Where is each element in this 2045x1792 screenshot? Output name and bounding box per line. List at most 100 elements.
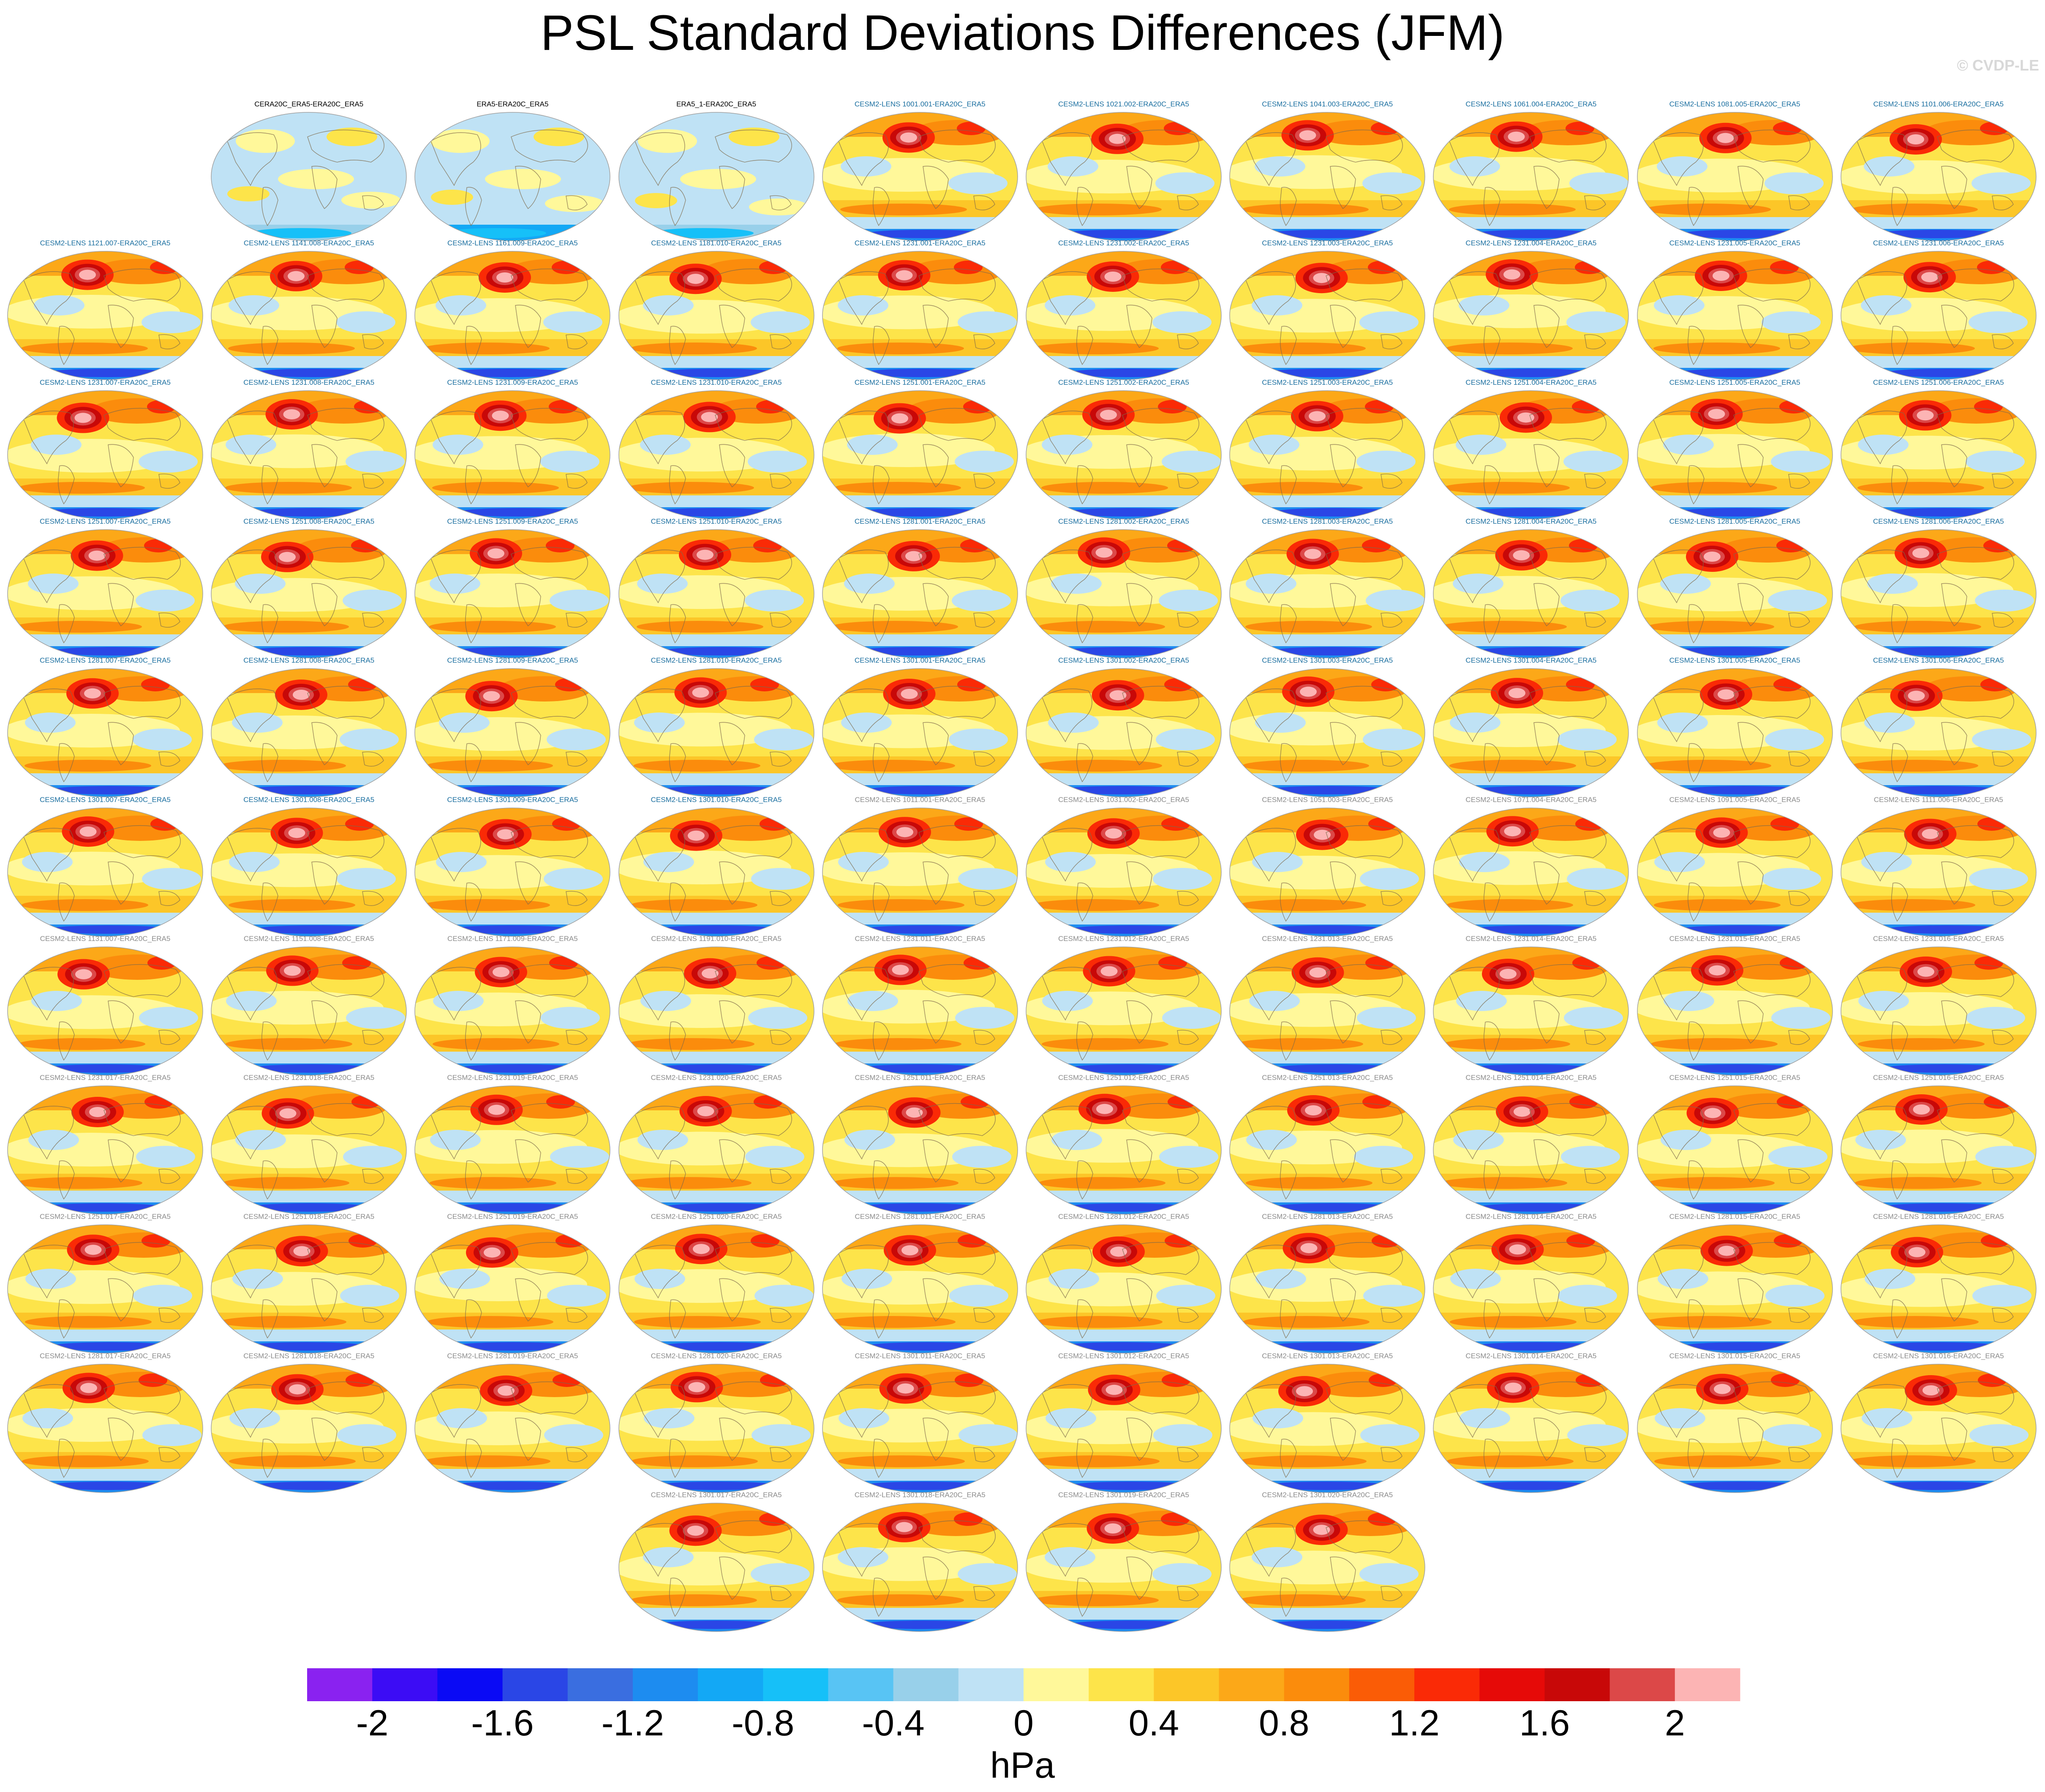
world-map — [1026, 946, 1222, 1076]
panel-title: CESM2-LENS 1231.017-ERA20C_ERA5 — [40, 1074, 171, 1082]
map-panel: CESM2-LENS 1301.020-ERA20C_ERA5 — [1225, 1490, 1429, 1632]
panel-title: CESM2-LENS 1281.004-ERA20C_ERA5 — [1465, 517, 1597, 525]
world-map — [1229, 390, 1425, 519]
map-panel: CESM2-LENS 1301.014-ERA20C_ERA5 — [1429, 1351, 1633, 1493]
world-map — [822, 1503, 1018, 1632]
panel-title: CESM2-LENS 1251.001-ERA20C_ERA5 — [854, 378, 986, 386]
world-map — [1433, 390, 1629, 519]
panel-title: CESM2-LENS 1281.008-ERA20C_ERA5 — [243, 656, 375, 665]
world-map — [1637, 807, 1833, 937]
world-map — [618, 1503, 814, 1632]
map-panel: CESM2-LENS 1281.012-ERA20C_ERA5 — [1022, 1212, 1225, 1354]
map-panel: CESM2-LENS 1281.007-ERA20C_ERA5 — [3, 656, 207, 798]
map-panel: CESM2-LENS 1191.010-ERA20C_ERA5 — [615, 934, 818, 1076]
map-panel: CESM2-LENS 1281.016-ERA20C_ERA5 — [1837, 1212, 2040, 1354]
map-panel: CESM2-LENS 1231.003-ERA20C_ERA5 — [1225, 239, 1429, 381]
panel-title: CESM2-LENS 1161.009-ERA20C_ERA5 — [447, 239, 578, 247]
map-panel: CESM2-LENS 1251.020-ERA20C_ERA5 — [615, 1212, 818, 1354]
panel-title: CESM2-LENS 1001.001-ERA20C_ERA5 — [854, 100, 986, 108]
map-panel: CESM2-LENS 1301.019-ERA20C_ERA5 — [1022, 1490, 1225, 1632]
panel-title: CESM2-LENS 1231.007-ERA20C_ERA5 — [40, 378, 171, 386]
world-map — [1229, 112, 1425, 241]
panel-title: CESM2-LENS 1281.020-ERA20C_ERA5 — [651, 1351, 782, 1360]
panel-title: CESM2-LENS 1251.004-ERA20C_ERA5 — [1465, 378, 1597, 386]
map-panel: CESM2-LENS 1301.018-ERA20C_ERA5 — [818, 1490, 1022, 1632]
world-map — [1433, 668, 1629, 797]
watermark: © CVDP-LE — [1957, 57, 2039, 74]
panel-title: CESM2-LENS 1281.018-ERA20C_ERA5 — [243, 1351, 375, 1360]
panel-title: CESM2-LENS 1231.011-ERA20C_ERA5 — [855, 934, 986, 943]
panel-title: CESM2-LENS 1281.003-ERA20C_ERA5 — [1262, 517, 1393, 525]
map-panel: CESM2-LENS 1251.012-ERA20C_ERA5 — [1022, 1073, 1225, 1215]
world-map — [1229, 946, 1425, 1076]
world-map — [211, 1363, 407, 1493]
world-map — [1841, 251, 2037, 381]
map-panel: CESM2-LENS 1171.009-ERA20C_ERA5 — [411, 934, 614, 1076]
colorbar-tick-label: -1.2 — [601, 1703, 664, 1743]
panel-title: CESM2-LENS 1231.006-ERA20C_ERA5 — [1873, 239, 2004, 247]
world-map — [618, 251, 814, 381]
world-map — [1841, 946, 2037, 1076]
map-panel: CESM2-LENS 1111.006-ERA20C_ERA5 — [1837, 795, 2040, 937]
panel-title: CESM2-LENS 1301.001-ERA20C_ERA5 — [854, 656, 986, 665]
colorbar-segment — [958, 1668, 1024, 1701]
world-map — [618, 1224, 814, 1354]
panel-title: CESM2-LENS 1231.014-ERA20C_ERA5 — [1465, 934, 1597, 943]
panel-title: CESM2-LENS 1231.013-ERA20C_ERA5 — [1262, 934, 1393, 943]
panel-title: CESM2-LENS 1281.002-ERA20C_ERA5 — [1058, 517, 1189, 525]
map-panel: CESM2-LENS 1231.015-ERA20C_ERA5 — [1633, 934, 1837, 1076]
map-panel: CESM2-LENS 1281.004-ERA20C_ERA5 — [1429, 517, 1633, 659]
colorbar-tick-label: 1.6 — [1519, 1703, 1570, 1743]
map-panel: CESM2-LENS 1251.001-ERA20C_ERA5 — [818, 378, 1022, 520]
map-panel: CESM2-LENS 1251.015-ERA20C_ERA5 — [1633, 1073, 1837, 1215]
colorbar-tick-label: 0 — [1013, 1703, 1034, 1743]
panel-title: CESM2-LENS 1111.006-ERA20C_ERA5 — [1873, 795, 2003, 804]
world-map — [822, 1363, 1018, 1493]
colorbar-tick-label: -0.4 — [862, 1703, 925, 1743]
panel-title: CESM2-LENS 1281.017-ERA20C_ERA5 — [40, 1351, 171, 1360]
panel-title: CESM2-LENS 1121.007-ERA20C_ERA5 — [40, 239, 171, 247]
panel-title: CESM2-LENS 1231.009-ERA20C_ERA5 — [447, 378, 578, 386]
world-map — [822, 529, 1018, 658]
world-map — [822, 112, 1018, 241]
world-map — [7, 1224, 203, 1354]
panel-title: CESM2-LENS 1251.007-ERA20C_ERA5 — [40, 517, 171, 525]
world-map — [1433, 251, 1629, 381]
panel-title: CESM2-LENS 1281.012-ERA20C_ERA5 — [1058, 1213, 1189, 1221]
map-panel: CESM2-LENS 1231.012-ERA20C_ERA5 — [1022, 934, 1225, 1076]
map-panel: CESM2-LENS 1231.014-ERA20C_ERA5 — [1429, 934, 1633, 1076]
panel-title: CESM2-LENS 1021.002-ERA20C_ERA5 — [1058, 100, 1189, 108]
map-panel: CESM2-LENS 1001.001-ERA20C_ERA5 — [818, 100, 1022, 242]
panel-title: CESM2-LENS 1251.017-ERA20C_ERA5 — [40, 1213, 171, 1221]
colorbar-segment — [567, 1668, 633, 1701]
panel-title: CESM2-LENS 1231.018-ERA20C_ERA5 — [243, 1074, 375, 1082]
colorbar-segment — [1349, 1668, 1415, 1701]
world-map — [1229, 1503, 1425, 1632]
world-map — [1637, 1363, 1833, 1493]
map-panel: CESM2-LENS 1301.005-ERA20C_ERA5 — [1633, 656, 1837, 798]
world-map — [1229, 529, 1425, 658]
panel-title: CESM2-LENS 1251.016-ERA20C_ERA5 — [1873, 1074, 2004, 1082]
map-panel: CESM2-LENS 1231.011-ERA20C_ERA5 — [818, 934, 1022, 1076]
map-panel: CESM2-LENS 1301.010-ERA20C_ERA5 — [615, 795, 818, 937]
map-panel: CESM2-LENS 1281.006-ERA20C_ERA5 — [1837, 517, 2040, 659]
map-panel: CESM2-LENS 1251.010-ERA20C_ERA5 — [615, 517, 818, 659]
map-panel: CESM2-LENS 1231.016-ERA20C_ERA5 — [1837, 934, 2040, 1076]
map-panel: CESM2-LENS 1011.001-ERA20C_ERA5 — [818, 795, 1022, 937]
map-panel: CESM2-LENS 1301.007-ERA20C_ERA5 — [3, 795, 207, 937]
world-map — [1433, 946, 1629, 1076]
map-panel: CESM2-LENS 1251.013-ERA20C_ERA5 — [1225, 1073, 1429, 1215]
world-map — [1433, 1224, 1629, 1354]
colorbar-segment — [1544, 1668, 1610, 1701]
map-panel: CESM2-LENS 1281.003-ERA20C_ERA5 — [1225, 517, 1429, 659]
world-map — [618, 807, 814, 937]
map-panel: CESM2-LENS 1061.004-ERA20C_ERA5 — [1429, 100, 1633, 242]
panel-title: ERA5-ERA20C_ERA5 — [477, 100, 549, 108]
map-panel: CESM2-LENS 1231.018-ERA20C_ERA5 — [207, 1073, 411, 1215]
panel-title: CESM2-LENS 1231.008-ERA20C_ERA5 — [243, 378, 375, 386]
world-map — [822, 390, 1018, 519]
colorbar-tick-label: -0.8 — [732, 1703, 795, 1743]
colorbar-segment — [1024, 1668, 1089, 1701]
world-map — [211, 251, 407, 381]
world-map — [618, 1363, 814, 1493]
